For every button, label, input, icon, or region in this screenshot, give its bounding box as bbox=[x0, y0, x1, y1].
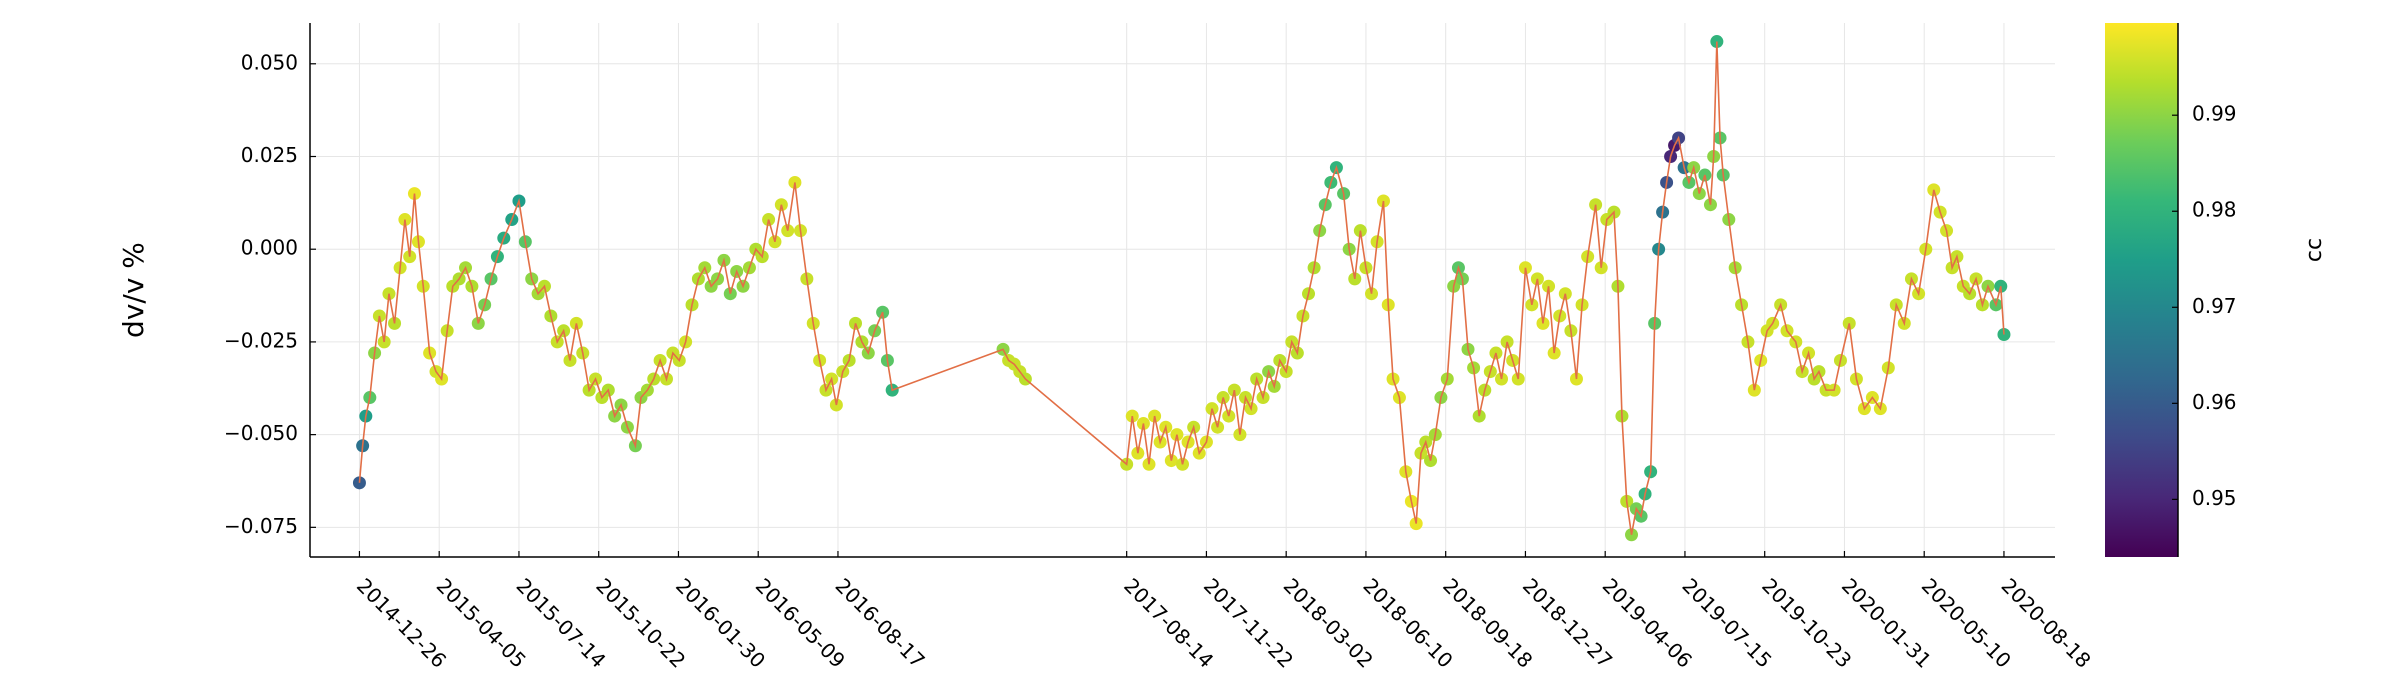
colorbar bbox=[2105, 23, 2178, 557]
colorbar-tick-label: 0.95 bbox=[2192, 486, 2237, 510]
y-tick-label: −0.075 bbox=[224, 514, 298, 538]
colorbar-tick-label: 0.97 bbox=[2192, 294, 2237, 318]
y-tick-label: −0.050 bbox=[224, 421, 298, 445]
y-tick-label: 0.000 bbox=[241, 236, 298, 260]
colorbar-label: cc bbox=[2302, 238, 2327, 262]
colorbar-tick-label: 0.98 bbox=[2192, 198, 2237, 222]
data-line bbox=[358, 41, 2005, 535]
y-axis-label: dv/v % bbox=[117, 242, 150, 338]
y-tick-label: 0.025 bbox=[241, 143, 298, 167]
data-point bbox=[352, 476, 366, 490]
y-tick-label: −0.025 bbox=[224, 328, 298, 352]
y-tick-label: 0.050 bbox=[241, 50, 298, 74]
colorbar-tick-label: 0.96 bbox=[2192, 390, 2237, 414]
colorbar-tick-label: 0.99 bbox=[2192, 102, 2237, 126]
